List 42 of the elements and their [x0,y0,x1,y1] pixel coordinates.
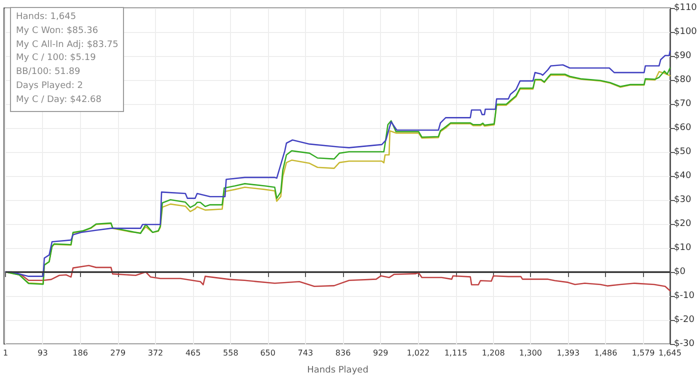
x-tick-label: 1,579 [632,348,655,358]
annotation: Days Played: 2 [16,80,84,93]
x-tick-label: 186 [72,348,88,358]
y-tick-label: $100 [674,27,698,37]
y-tick-label: $90 [674,51,692,61]
x-tick-label: 1,486 [594,348,618,358]
y-tick-label: $60 [674,123,692,133]
y-tick-label: $50 [674,147,692,157]
x-tick-label: 1,645 [658,348,682,358]
x-tick-label: 558 [223,348,238,358]
y-tick-label: $-20 [674,315,695,325]
y-tick-label: $-10 [674,291,695,301]
x-tick-label: 1,115 [444,348,468,358]
annotation: My C / 100: $5.19 [16,52,97,66]
y-tick-label: $-30 [674,339,695,349]
annotation: My C All-In Adj: $83.75 [16,38,118,52]
x-tick-label: 1,208 [482,348,505,358]
y-tick-label: $30 [674,195,692,205]
annotation: Hands: 1,645 [16,11,78,24]
annotation: BB/100: 51.89 [16,66,82,80]
x-tick-label: 279 [110,348,126,358]
y-tick-label: $70 [674,99,692,109]
y-tick-label: $80 [674,75,692,85]
y-tick-label: $0 [674,267,686,277]
y-tick-label: $10 [674,243,692,253]
y-tick-label: $40 [674,171,692,181]
x-tick-label: 93 [38,348,48,358]
x-tick-label: 1 [3,348,8,358]
x-tick-label: 1,022 [406,348,430,358]
x-tick-label: 743 [298,348,314,358]
x-tick-label: 372 [148,348,164,358]
x-tick-label: 465 [185,348,201,358]
annotation: My C Won: $85.36 [16,24,100,38]
x-tick-label: 1,300 [519,348,542,358]
x-tick-label: 929 [372,348,388,358]
x-axis-title: Hands Played [307,366,368,376]
x-tick-label: 1,393 [556,348,580,358]
x-tick-label: 650 [260,348,276,358]
y-tick-label: $20 [674,219,692,229]
x-tick-label: 836 [335,348,351,358]
y-tick-label: $110 [674,3,698,13]
annotation: My C / Day: $42.68 [16,94,102,107]
